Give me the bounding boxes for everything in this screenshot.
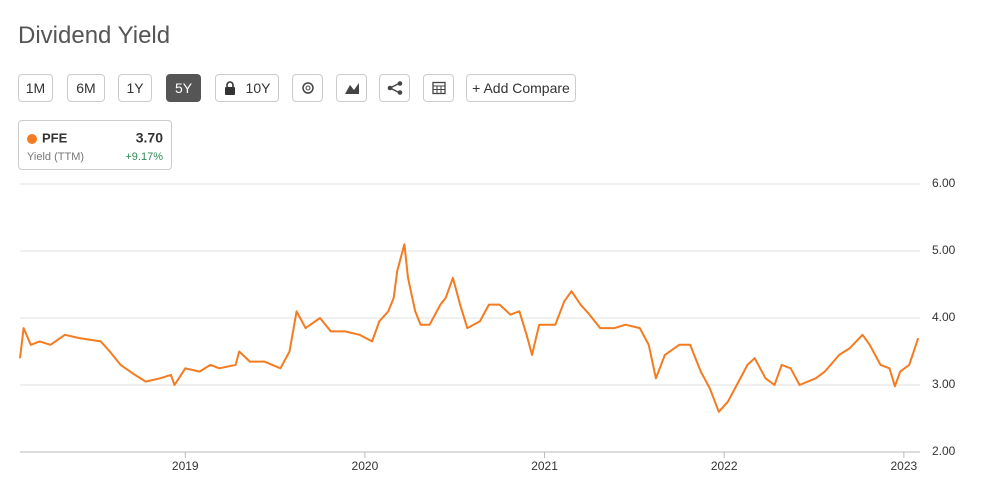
legend: PFE 3.70 Yield (TTM) +9.17%: [27, 130, 163, 163]
y-tick-label: 5.00: [932, 243, 956, 257]
page-title: Dividend Yield: [18, 22, 171, 49]
range-button[interactable]: 5Y: [166, 74, 201, 102]
y-tick-label: 6.00: [932, 176, 956, 190]
legend-name: PFE: [42, 130, 68, 145]
y-tick-label: 3.00: [932, 377, 956, 391]
table-button[interactable]: [423, 74, 454, 102]
range-label: 10Y: [245, 80, 271, 96]
x-tick-label: 2022: [711, 459, 738, 473]
data-line: [19, 243, 920, 413]
x-tick-label: 2021: [531, 459, 558, 473]
range-label: 5Y: [174, 80, 193, 96]
range-label: 1M: [25, 80, 46, 96]
range-button[interactable]: 10Y: [215, 74, 279, 102]
chart-type-button[interactable]: [336, 74, 367, 102]
legend-card: PFE 3.70 Yield (TTM) +9.17%: [18, 120, 172, 170]
legend-label: Yield (TTM): [27, 151, 84, 163]
range-button[interactable]: 1M: [18, 74, 53, 102]
share-button[interactable]: [379, 74, 410, 102]
x-tick-label: 2020: [352, 459, 379, 473]
legend-marker: [27, 134, 37, 144]
range-button[interactable]: 1Y: [118, 74, 152, 102]
legend-change: +9.17%: [125, 151, 163, 163]
icon: [387, 81, 402, 95]
add-compare-button[interactable]: + Add Compare: [466, 74, 576, 102]
x-tick-label: 2023: [890, 459, 917, 473]
range-label: 6M: [76, 80, 96, 96]
icon: [431, 81, 446, 95]
range-button[interactable]: 6M: [67, 74, 105, 102]
y-tick-label: 2.00: [932, 444, 956, 458]
legend-value: 3.70: [136, 130, 163, 146]
icon: [344, 83, 359, 94]
icon: [301, 82, 314, 94]
x-tick-label: 2019: [172, 459, 199, 473]
lock-icon: [224, 81, 235, 95]
range-label: 1Y: [126, 80, 144, 96]
settings-button[interactable]: [292, 74, 323, 102]
y-tick-label: 4.00: [932, 310, 956, 324]
